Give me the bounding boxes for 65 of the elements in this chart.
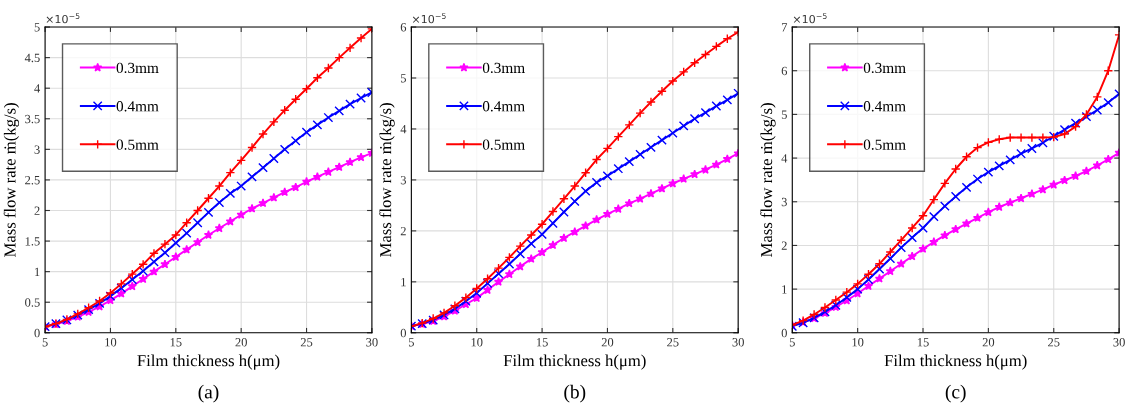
x-tick-label: 5 [408,338,414,347]
x-tick-label: 10 [471,338,483,347]
y-tick-label: 0 [34,328,40,338]
x-tick-label: 25 [1048,338,1060,347]
legend-label: 0.3mm [482,62,525,74]
y-tick-label: 0 [781,328,787,338]
x-tick-label: 10 [105,338,117,347]
y-tick-label: 4 [781,154,788,163]
y-tick-label: 0 [400,328,407,338]
x-axis-title: Film thickness h(μm) [884,354,1027,370]
text: ×10$^{−5}$ [46,13,80,24]
y-axis-title: Mass flow rate ṁ(kg/s) [3,103,20,257]
legend-label: 0.4mm [116,101,159,112]
text: (b) [564,384,586,403]
y-tick-label: 4 [400,125,407,134]
y-tick-label: 5 [781,110,787,119]
x-tick-label: 5 [42,338,48,347]
y-tick-label: 1 [35,267,40,276]
legend-label: 0.3mm [116,62,159,74]
y-tick-label: 3 [781,197,787,207]
text: (a) [198,384,219,403]
y-axis-title: Mass flow rate ṁ(kg/s) [760,103,776,257]
y-tick-label: 5 [400,74,407,83]
x-tick-label: 25 [667,338,679,347]
y-tick-label: 5 [34,23,40,32]
y-tick-label: 3 [34,145,40,154]
legend-label: 0.5mm [116,139,159,150]
legend-label: 0.4mm [863,101,906,112]
y-tick-label: 4 [34,84,41,93]
y-tick-label: 3 [400,175,407,185]
x-axis-title: Film thickness h(μm) [137,354,280,370]
legend-label: 0.3mm [863,62,906,74]
y-tick-label: 1 [401,277,406,287]
x-tick-label: 30 [366,338,378,347]
x-tick-label: 15 [917,338,929,347]
x-tick-label: 20 [235,338,247,347]
text: ×10$^{−5}$ [793,13,827,24]
y-tick-label: 2 [34,206,40,215]
y-tick-label: 0.5 [25,298,40,307]
y-tick-label: 2 [400,226,406,236]
legend-label: 0.5mm [482,139,525,150]
y-tick-label: 1 [782,285,787,294]
x-tick-label: 25 [300,338,313,347]
x-tick-label: 15 [536,338,548,347]
x-tick-label: 10 [852,338,864,347]
y-tick-label: 6 [781,66,788,76]
x-tick-label: 30 [732,338,744,347]
x-tick-label: 20 [601,338,614,347]
legend-label: 0.4mm [482,101,525,112]
y-tick-label: 4.5 [24,53,40,63]
text: ×10$^{−5}$ [412,13,446,24]
x-tick-label: 20 [982,338,995,347]
x-tick-label: 5 [789,338,795,347]
y-axis-title: Mass flow rate ṁ(kg/s) [379,103,395,257]
x-tick-label: 30 [1113,338,1125,347]
legend-label: 0.5mm [863,139,906,150]
y-tick-label: 3.5 [25,114,40,124]
x-tick-label: 15 [170,338,182,347]
y-tick-label: 1.5 [25,237,40,246]
y-tick-label: 6 [400,23,407,32]
y-tick-label: 7 [781,23,788,32]
y-tick-label: 2.5 [25,175,40,185]
y-tick-label: 2 [781,241,787,250]
text: (c) [945,384,966,403]
x-axis-title: Film thickness h(μm) [503,354,646,370]
